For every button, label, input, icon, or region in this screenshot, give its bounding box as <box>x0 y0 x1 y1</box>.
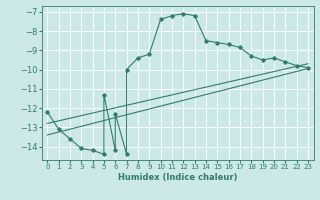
X-axis label: Humidex (Indice chaleur): Humidex (Indice chaleur) <box>118 173 237 182</box>
